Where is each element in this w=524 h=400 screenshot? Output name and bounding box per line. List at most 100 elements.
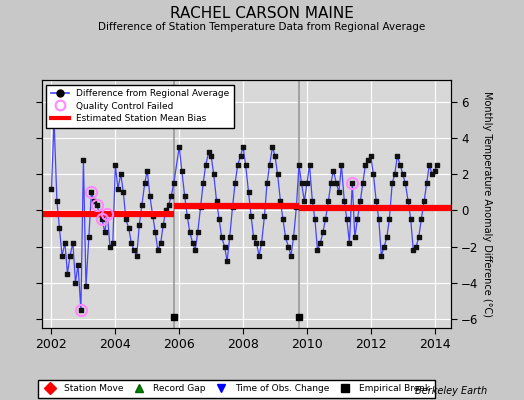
Point <box>319 229 327 235</box>
Point <box>215 216 223 222</box>
Point <box>138 202 146 208</box>
Point <box>281 234 290 241</box>
Point <box>242 162 250 168</box>
Point <box>340 198 348 204</box>
Point <box>87 189 95 196</box>
Point <box>356 198 365 204</box>
Point <box>361 162 369 168</box>
Point <box>420 198 428 204</box>
Point <box>239 144 247 150</box>
Point <box>202 162 210 168</box>
Point <box>375 216 383 222</box>
Point <box>146 193 154 199</box>
Point <box>377 252 386 259</box>
Point <box>56 225 64 232</box>
Point <box>287 252 295 259</box>
Point <box>167 193 176 199</box>
Point <box>143 167 151 174</box>
Point <box>93 202 101 208</box>
Point <box>335 189 343 196</box>
Point <box>422 180 431 186</box>
Point <box>119 189 127 196</box>
Y-axis label: Monthly Temperature Anomaly Difference (°C): Monthly Temperature Anomaly Difference (… <box>482 91 493 317</box>
Point <box>407 216 415 222</box>
Point <box>271 153 279 159</box>
Point <box>372 198 380 204</box>
Point <box>249 234 258 241</box>
Point <box>159 222 168 228</box>
Point <box>388 180 396 186</box>
Point <box>396 162 405 168</box>
Point <box>122 216 130 222</box>
Point <box>412 243 420 250</box>
Point <box>61 240 69 246</box>
Point <box>117 171 125 177</box>
Point <box>297 180 305 186</box>
Point <box>170 180 178 186</box>
Point <box>329 167 337 174</box>
Point <box>343 216 351 222</box>
Point <box>178 167 186 174</box>
Point <box>193 229 202 235</box>
Point <box>316 240 324 246</box>
Point <box>367 153 375 159</box>
Point <box>106 243 114 250</box>
Point <box>244 189 253 196</box>
Text: Difference of Station Temperature Data from Regional Average: Difference of Station Temperature Data f… <box>99 22 425 32</box>
Point <box>47 186 56 192</box>
Point <box>364 156 373 163</box>
Point <box>129 247 138 253</box>
Point <box>351 234 359 241</box>
Point <box>77 307 85 313</box>
Point <box>300 198 309 204</box>
Point <box>234 162 242 168</box>
Point <box>85 234 93 241</box>
Point <box>308 198 316 204</box>
Text: Berkeley Earth: Berkeley Earth <box>415 386 487 396</box>
Point <box>252 240 260 246</box>
Point <box>358 180 367 186</box>
Point <box>265 162 274 168</box>
Point <box>98 216 106 222</box>
Point <box>223 258 231 264</box>
Point <box>189 240 197 246</box>
Point <box>321 216 330 222</box>
Point <box>133 252 141 259</box>
Point <box>199 180 208 186</box>
Point <box>191 247 199 253</box>
Point <box>380 243 388 250</box>
Point <box>148 212 157 219</box>
Point <box>210 171 218 177</box>
Point <box>135 222 144 228</box>
Point <box>207 153 215 159</box>
Point <box>404 198 412 204</box>
Point <box>53 198 61 204</box>
Point <box>183 212 191 219</box>
Point <box>414 234 423 241</box>
Point <box>409 247 418 253</box>
Point <box>180 193 189 199</box>
Point <box>125 225 133 232</box>
Point <box>257 240 266 246</box>
Point <box>276 198 285 204</box>
Point <box>204 149 213 156</box>
Point <box>260 212 269 219</box>
Point <box>345 240 354 246</box>
Point <box>90 198 98 204</box>
Point <box>103 211 112 217</box>
Point <box>157 240 165 246</box>
Point <box>399 171 407 177</box>
Point <box>401 180 409 186</box>
Point <box>225 234 234 241</box>
Point <box>255 252 263 259</box>
Point <box>154 247 162 253</box>
Point <box>151 229 159 235</box>
Point <box>114 186 122 192</box>
Point <box>127 240 136 246</box>
Point <box>284 243 292 250</box>
Point <box>289 234 298 241</box>
Point <box>428 171 436 177</box>
Point <box>431 167 439 174</box>
Point <box>221 243 229 250</box>
Point <box>311 216 319 222</box>
